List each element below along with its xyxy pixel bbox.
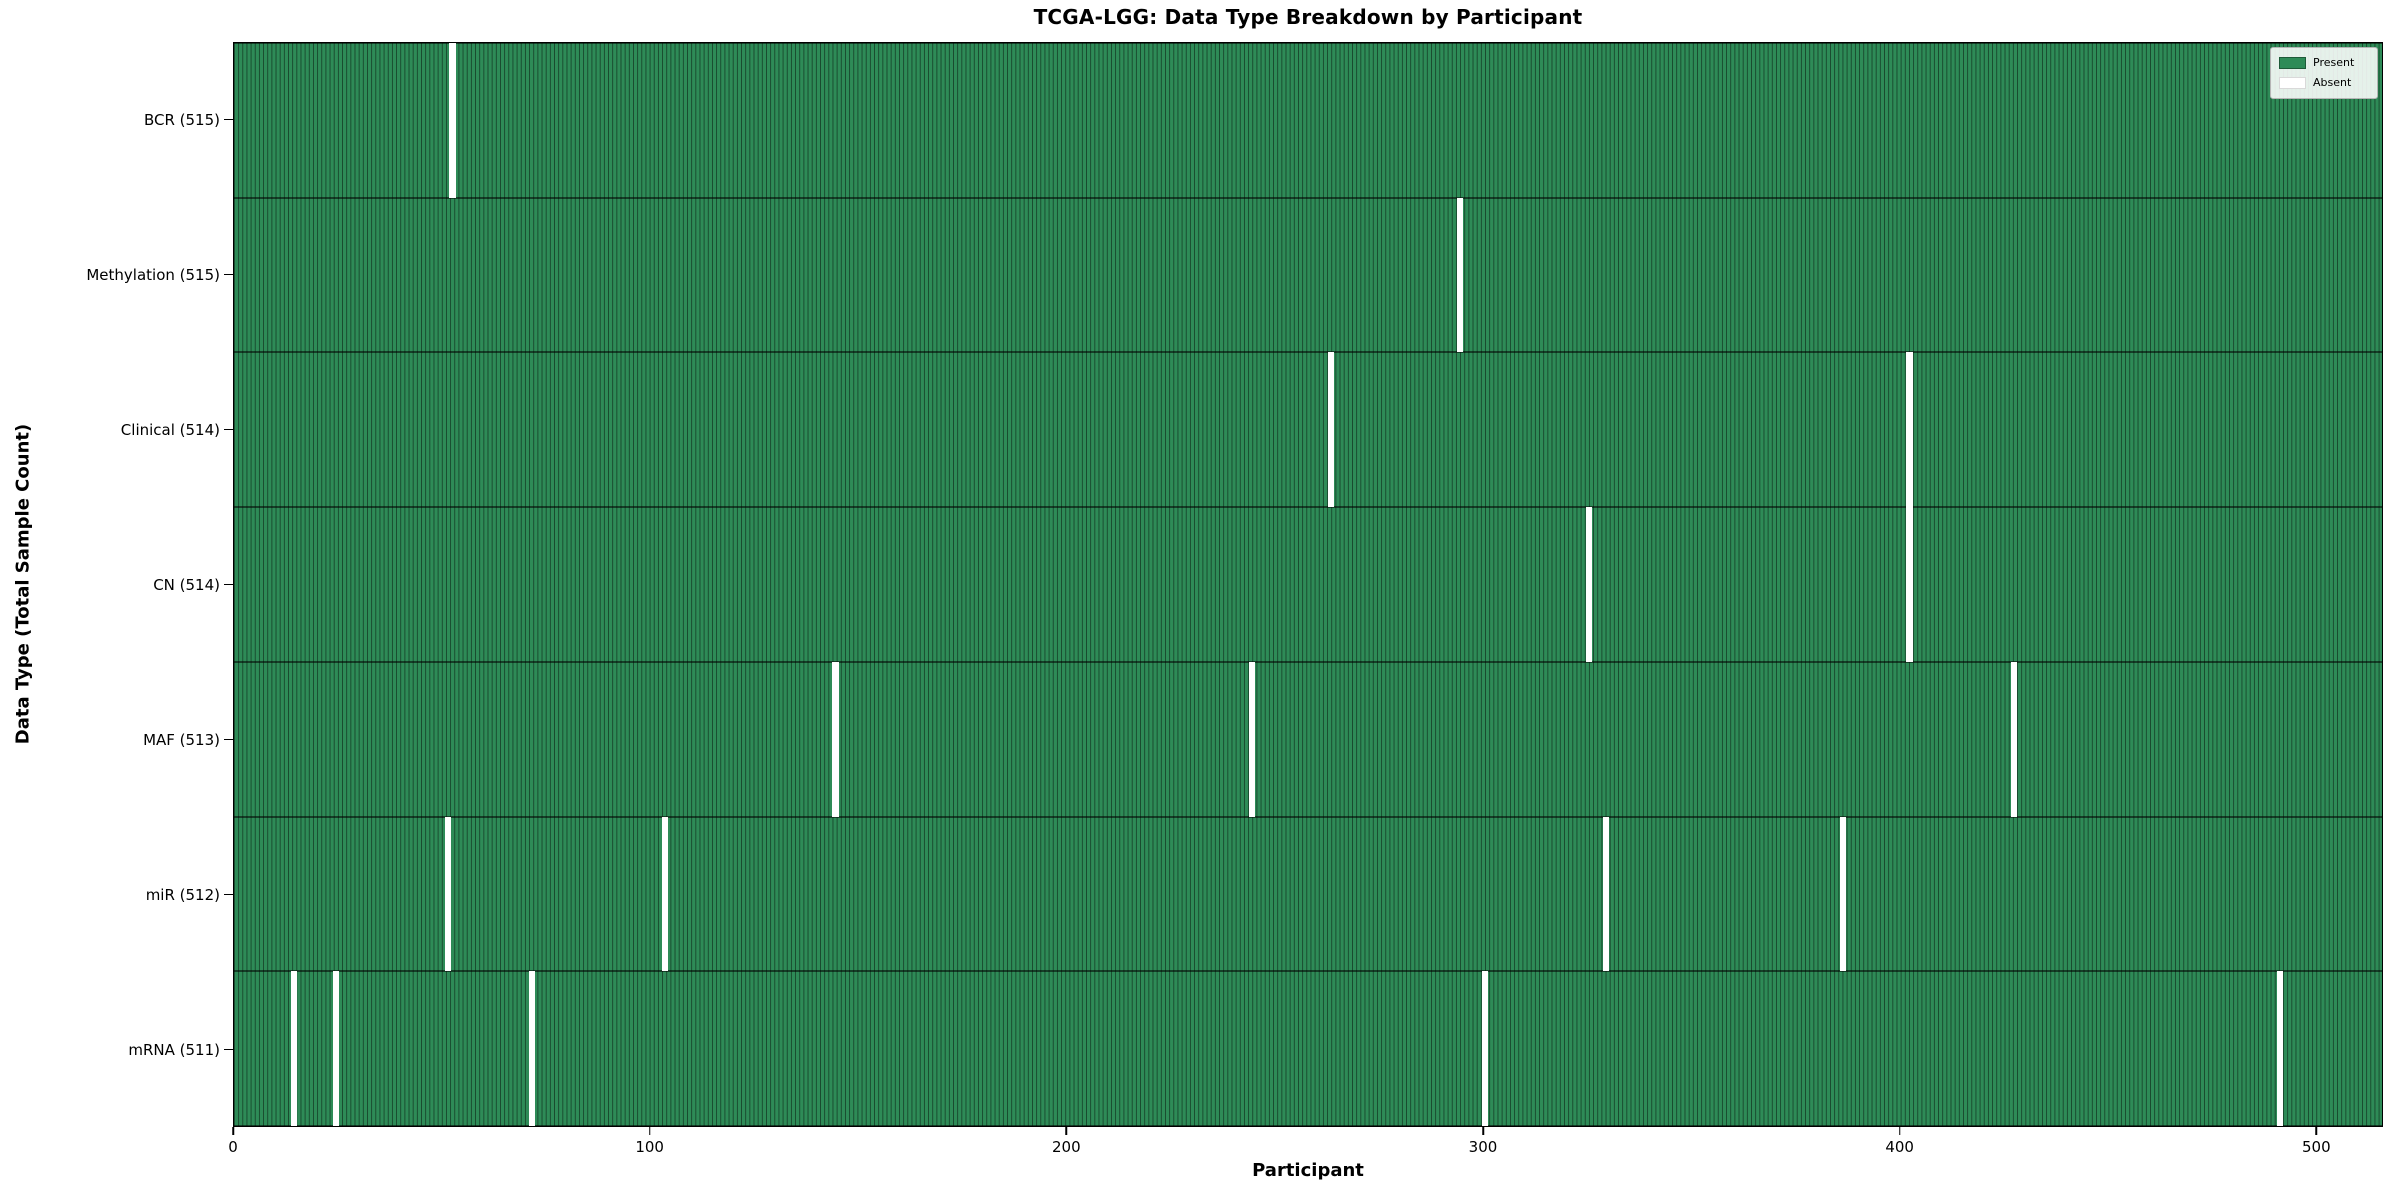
y-tick-label-miR: miR (512) [145, 885, 220, 904]
legend-present-swatch-icon [2279, 57, 2306, 69]
absent-cell-CN-325 [1585, 507, 1593, 662]
absent-cell-mRNA-300 [1481, 971, 1488, 1126]
heatmap-row-miR [234, 816, 2382, 972]
y-tick-label-CN: CN (514) [153, 575, 220, 594]
absent-cell-MAF-144 [832, 661, 839, 817]
y-tick-mark [224, 428, 233, 431]
absent-cell-Clinical-402 [1906, 352, 1913, 508]
x-tick-label-0: 0 [228, 1138, 238, 1156]
x-tick-label-300: 300 [1468, 1138, 1498, 1156]
y-tick-mark [224, 893, 233, 896]
legend: Present Absent [2270, 47, 2378, 99]
chart-title: TCGA-LGG: Data Type Breakdown by Partici… [1033, 5, 1583, 29]
absent-cell-mRNA-491 [2276, 971, 2284, 1126]
y-tick-label-MAF: MAF (513) [143, 730, 220, 749]
heatmap-row-mRNA [234, 971, 2382, 1126]
legend-item-absent: Absent [2279, 75, 2369, 91]
x-tick-label-200: 200 [1052, 1138, 1081, 1156]
absent-cell-BCR-52 [449, 43, 456, 198]
absent-cell-Clinical-263 [1327, 352, 1334, 508]
absent-cell-miR-51 [445, 816, 452, 972]
legend-present-label: Present [2313, 56, 2355, 69]
absent-cell-MAF-427 [2010, 661, 2017, 817]
x-tick-label-400: 400 [1885, 1138, 1914, 1156]
absent-cell-miR-103 [661, 816, 668, 972]
y-tick-mark [224, 273, 233, 276]
x-tick-mark [1482, 1127, 1484, 1135]
x-tick-mark [232, 1127, 234, 1135]
x-tick-mark [1065, 1127, 1068, 1135]
y-tick-mark [224, 1048, 233, 1051]
x-tick-mark [2315, 1127, 2318, 1135]
absent-cell-miR-386 [1839, 816, 1846, 972]
y-tick-label-Methylation: Methylation (515) [86, 265, 220, 284]
absent-cell-CN-402 [1906, 507, 1913, 662]
absent-cell-Methylation-294 [1456, 197, 1464, 353]
absent-cell-MAF-244 [1248, 661, 1255, 817]
absent-cell-miR-329 [1602, 816, 1609, 972]
legend-item-present: Present [2279, 55, 2369, 71]
x-tick-mark [648, 1127, 651, 1135]
absent-cell-mRNA-71 [528, 971, 535, 1126]
heatmap-row-MAF [234, 661, 2382, 817]
x-tick-label-500: 500 [2302, 1138, 2331, 1156]
y-tick-mark [224, 738, 233, 741]
heatmap-row-Clinical [234, 352, 2382, 508]
absent-cell-mRNA-14 [291, 971, 298, 1126]
absent-cell-mRNA-24 [332, 971, 340, 1126]
heatmap-plot-area [233, 42, 2383, 1127]
heatmap-row-Methylation [234, 197, 2382, 353]
legend-absent-label: Absent [2313, 76, 2352, 89]
heatmap-row-BCR [234, 43, 2382, 198]
y-tick-label-mRNA: mRNA (511) [128, 1040, 220, 1059]
x-axis-label: Participant [1252, 1160, 1364, 1181]
y-tick-label-BCR: BCR (515) [143, 110, 220, 129]
x-tick-mark [1898, 1127, 1901, 1135]
legend-absent-swatch-icon [2279, 77, 2306, 89]
y-tick-mark [224, 583, 233, 586]
y-tick-mark [224, 118, 233, 121]
y-tick-label-Clinical: Clinical (514) [120, 420, 220, 439]
x-tick-label-100: 100 [635, 1138, 664, 1156]
heatmap-row-CN [234, 507, 2382, 662]
